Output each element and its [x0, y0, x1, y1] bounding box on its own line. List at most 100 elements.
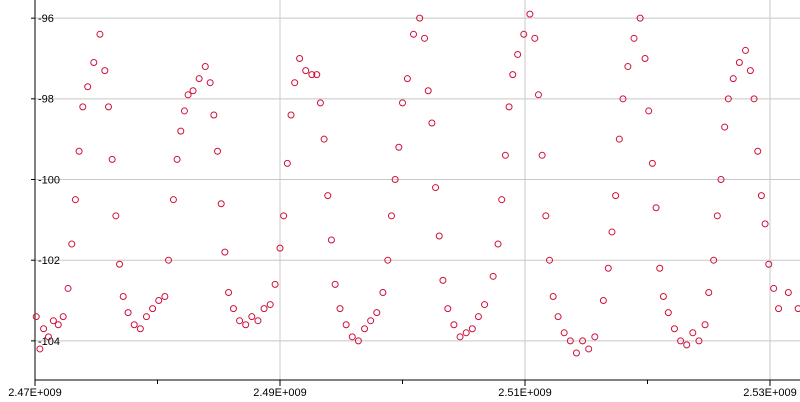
point — [116, 260, 124, 268]
point — [316, 99, 324, 107]
point — [260, 305, 268, 313]
point — [90, 59, 98, 67]
point — [210, 111, 218, 119]
point — [229, 305, 237, 313]
point — [761, 220, 769, 228]
point — [296, 54, 304, 62]
point — [664, 309, 672, 317]
point — [498, 196, 506, 204]
point — [206, 79, 214, 87]
point — [624, 63, 632, 71]
point — [765, 260, 773, 268]
point — [717, 176, 725, 184]
point — [184, 91, 192, 99]
point — [320, 135, 328, 143]
point — [481, 301, 489, 309]
point — [701, 321, 709, 329]
point — [130, 321, 138, 329]
point — [291, 79, 299, 87]
point — [526, 10, 534, 18]
point — [169, 196, 177, 204]
point — [554, 313, 562, 321]
point — [242, 321, 250, 329]
point — [619, 95, 627, 103]
point — [775, 305, 783, 313]
point — [384, 256, 392, 264]
point — [566, 337, 574, 345]
point — [266, 301, 274, 309]
point — [201, 63, 209, 71]
point — [354, 337, 362, 345]
point — [331, 280, 339, 288]
point — [439, 276, 447, 284]
point — [287, 111, 295, 119]
point — [395, 143, 403, 151]
point — [387, 212, 395, 220]
point — [636, 14, 644, 22]
point — [695, 337, 703, 345]
point — [71, 196, 79, 204]
point — [615, 135, 623, 143]
point — [462, 329, 470, 337]
point — [54, 321, 62, 329]
point — [724, 95, 732, 103]
point — [75, 147, 83, 155]
point — [456, 333, 464, 341]
point — [659, 292, 667, 300]
point — [124, 309, 132, 317]
point — [770, 284, 778, 292]
point — [599, 297, 607, 305]
point — [336, 305, 344, 313]
point — [84, 83, 92, 91]
point — [313, 71, 321, 79]
point — [560, 329, 568, 337]
point — [165, 256, 173, 264]
y-tick-label: -102 — [38, 255, 60, 267]
point — [741, 46, 749, 54]
point — [489, 272, 497, 280]
point — [44, 333, 52, 341]
point — [221, 248, 229, 256]
point — [101, 67, 109, 75]
point — [302, 67, 310, 75]
point — [531, 34, 539, 42]
x-tick-label: 2.47E+009 — [8, 387, 62, 399]
x-tick-label: 2.49E+009 — [253, 387, 307, 399]
point — [474, 313, 482, 321]
point — [572, 349, 580, 357]
point — [630, 34, 638, 42]
point — [729, 75, 737, 83]
point — [579, 337, 587, 345]
point — [746, 67, 754, 75]
point — [40, 325, 48, 333]
point — [308, 71, 316, 79]
point — [505, 103, 513, 111]
point — [410, 30, 418, 38]
point — [361, 325, 369, 333]
point — [713, 212, 721, 220]
point — [348, 333, 356, 341]
point — [735, 59, 743, 67]
point — [189, 87, 197, 95]
point — [428, 119, 436, 127]
point — [136, 325, 144, 333]
point — [248, 313, 256, 321]
point — [32, 313, 40, 321]
point — [444, 305, 452, 313]
y-tick-label: -104 — [38, 336, 60, 348]
point — [754, 147, 762, 155]
point — [509, 71, 517, 79]
point — [750, 95, 758, 103]
point — [432, 184, 440, 192]
point — [327, 236, 335, 244]
x-tick-label: 2.51E+009 — [498, 387, 552, 399]
point — [591, 333, 599, 341]
point — [549, 292, 557, 300]
point — [280, 212, 288, 220]
point — [794, 305, 800, 313]
point — [68, 240, 76, 248]
point — [424, 87, 432, 95]
point — [254, 317, 262, 325]
